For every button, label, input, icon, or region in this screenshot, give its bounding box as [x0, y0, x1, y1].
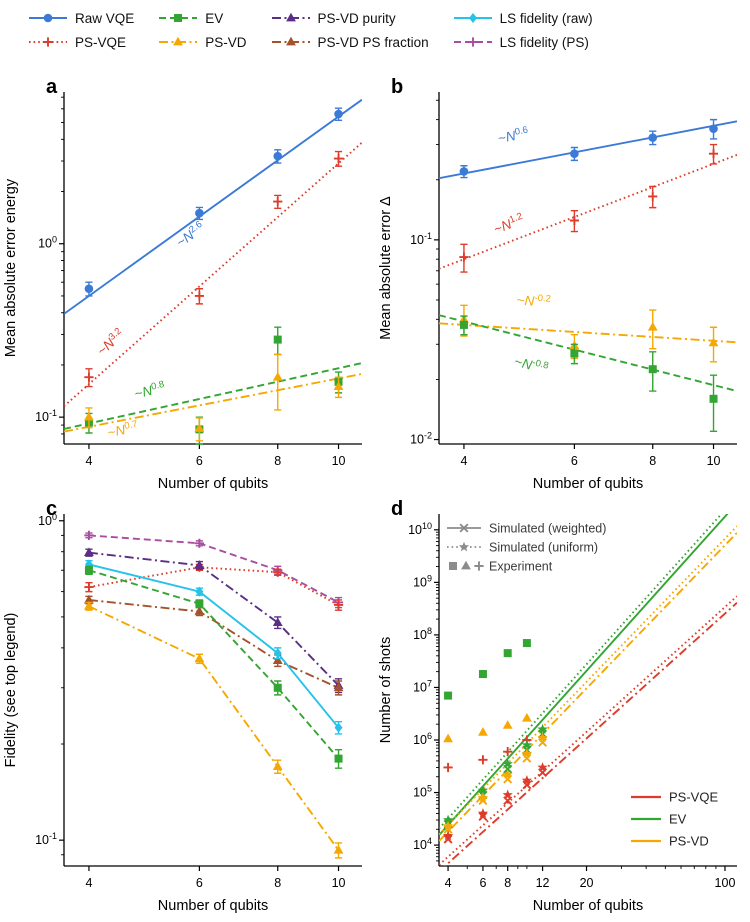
svg-text:8: 8 — [649, 454, 656, 468]
svg-text:6: 6 — [196, 454, 203, 468]
panel-b-label: b — [391, 76, 404, 98]
svg-text:Mean absolute error Δ: Mean absolute error Δ — [378, 196, 394, 340]
svg-text:107: 107 — [413, 678, 432, 694]
svg-text:10-1: 10-1 — [410, 231, 432, 247]
svg-text:~N-0.8: ~N-0.8 — [513, 353, 550, 377]
panel-a-label: a — [46, 76, 58, 98]
legend-plus-icon — [453, 37, 492, 47]
svg-text:10: 10 — [707, 454, 721, 468]
svg-text:~N1.2: ~N1.2 — [491, 211, 526, 237]
legend-label: LS fidelity (PS) — [499, 34, 589, 50]
legend-item: LS fidelity (raw) — [453, 10, 593, 26]
svg-text:Experiment: Experiment — [489, 560, 553, 574]
legend-label: PS-VD — [205, 34, 247, 50]
svg-text:6: 6 — [196, 876, 203, 890]
legend-item: PS-VD — [158, 34, 247, 50]
svg-text:Mean absolute error energy: Mean absolute error energy — [3, 178, 19, 357]
legend-circle-icon — [29, 13, 67, 23]
svg-text:Number of qubits: Number of qubits — [533, 476, 643, 492]
legend-column: PS-VD purity PS-VD PS fraction — [271, 10, 429, 50]
svg-text:10-1: 10-1 — [35, 408, 57, 424]
svg-text:Number of shots: Number of shots — [378, 637, 394, 743]
panel-c: c 4 6 8 10 10-1 100 Number of qubits Fidelity (… — [0, 498, 375, 922]
legend-diamond-icon — [453, 13, 492, 23]
panel-b: b 4 6 8 10 10-2 10-1 Number of qubits Mean abso… — [375, 76, 750, 500]
legend-item: PS-VD purity — [271, 10, 429, 26]
svg-text:1010: 1010 — [408, 521, 432, 537]
svg-text:10: 10 — [332, 454, 346, 468]
svg-text:8: 8 — [274, 876, 281, 890]
legend-plus-icon — [29, 37, 67, 47]
svg-text:Number of qubits: Number of qubits — [158, 476, 268, 492]
legend-column: LS fidelity (raw) LS fidelity (PS) — [453, 10, 593, 50]
panel-d-label: d — [391, 498, 404, 520]
svg-text:4: 4 — [460, 454, 467, 468]
svg-text:EV: EV — [669, 812, 687, 827]
svg-text:100: 100 — [715, 876, 736, 890]
svg-text:4: 4 — [85, 454, 92, 468]
svg-text:12: 12 — [536, 876, 550, 890]
legend-label: Raw VQE — [75, 10, 135, 26]
svg-text:Simulated (weighted): Simulated (weighted) — [489, 522, 606, 536]
legend-item: PS-VQE — [28, 34, 134, 50]
legend-item: EV — [158, 10, 246, 26]
legend-square-icon — [159, 14, 198, 22]
svg-text:~N0.6: ~N0.6 — [497, 124, 530, 146]
legend-triangle-icon — [271, 12, 310, 22]
svg-text:6: 6 — [479, 876, 486, 890]
svg-text:~N0.8: ~N0.8 — [133, 379, 167, 402]
svg-text:108: 108 — [413, 626, 432, 642]
legend-item: PS-VD PS fraction — [271, 34, 429, 50]
svg-text:Number of qubits: Number of qubits — [533, 898, 643, 914]
svg-text:~N-0.2: ~N-0.2 — [516, 291, 551, 309]
svg-text:4: 4 — [85, 876, 92, 890]
legend-column: Raw VQE PS-VQE — [28, 10, 134, 50]
svg-text:104: 104 — [413, 836, 432, 852]
svg-text:10: 10 — [332, 876, 346, 890]
legend-triangle-icon — [271, 36, 310, 46]
svg-text:Number of qubits: Number of qubits — [158, 898, 268, 914]
svg-text:10-1: 10-1 — [35, 831, 57, 847]
svg-text:4: 4 — [445, 876, 452, 890]
svg-text:8: 8 — [274, 454, 281, 468]
svg-text:~N2.6: ~N2.6 — [173, 219, 207, 250]
legend-label: LS fidelity (raw) — [499, 10, 593, 26]
svg-text:~N3.2: ~N3.2 — [94, 326, 128, 359]
legend-label: PS-VQE — [75, 34, 127, 50]
svg-text:8: 8 — [504, 876, 511, 890]
panel-c-chart: 4 6 8 10 10-1 100 Number of qubits Fidelity (se… — [3, 512, 362, 914]
svg-text:20: 20 — [580, 876, 594, 890]
legend-label: EV — [205, 10, 224, 26]
figure-legend: Raw VQE PS-VQE EV PS-VD PS-VD purity PS-VD PS… — [28, 10, 593, 50]
legend-item: LS fidelity (PS) — [453, 34, 593, 50]
svg-text:PS-VD: PS-VD — [669, 834, 709, 849]
panel-b-chart: 4 6 8 10 10-2 10-1 Number of qubits Mean absolu… — [378, 92, 737, 492]
panel-c-label: c — [46, 498, 58, 520]
svg-text:109: 109 — [413, 573, 432, 589]
svg-text:105: 105 — [413, 784, 432, 800]
legend-label: PS-VD PS fraction — [317, 34, 429, 50]
svg-text:100: 100 — [38, 235, 57, 251]
svg-text:~N0.7: ~N0.7 — [106, 419, 139, 441]
panel-a-chart: 4 6 8 10 10-1 100 Number of qubits Mean absolut… — [3, 92, 362, 492]
panel-d-chart: 4 6 8 12 20 100 104 105 106 107 108 109 1010 Number o… — [378, 514, 737, 914]
svg-text:100: 100 — [38, 512, 57, 528]
svg-text:Simulated (uniform): Simulated (uniform) — [489, 541, 598, 555]
svg-text:Fidelity (see top legend): Fidelity (see top legend) — [3, 613, 19, 768]
legend-item: Raw VQE — [28, 10, 134, 26]
svg-text:PS-VQE: PS-VQE — [669, 790, 718, 805]
panel-a: a 4 6 8 10 10-1 100 Number of qubits Mean absol… — [0, 76, 375, 500]
svg-text:6: 6 — [571, 454, 578, 468]
legend-label: PS-VD purity — [317, 10, 396, 26]
legend-column: EV PS-VD — [158, 10, 247, 50]
svg-text:10-2: 10-2 — [410, 431, 432, 447]
panels-grid: a 4 6 8 10 10-1 100 Number of qubits Mean absol… — [0, 76, 750, 922]
panel-d: d 4 6 8 12 20 100 104 105 106 107 108 109 1010 Number… — [375, 498, 750, 922]
svg-text:106: 106 — [413, 731, 432, 747]
legend-triangle-icon — [159, 36, 198, 46]
